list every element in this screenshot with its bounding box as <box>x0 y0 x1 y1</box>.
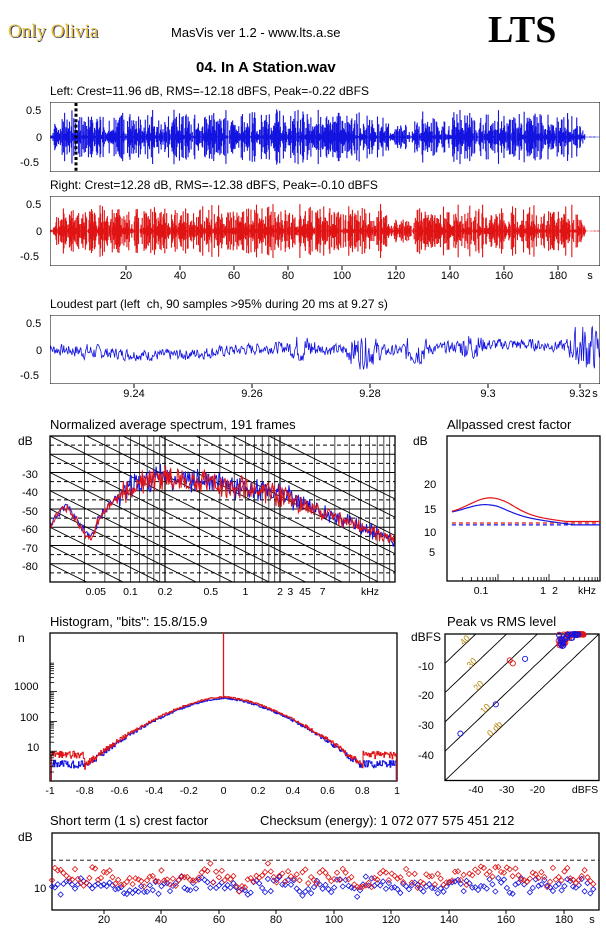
svg-text:-0.4: -0.4 <box>145 785 163 797</box>
svg-text:80: 80 <box>282 270 294 280</box>
svg-text:2: 2 <box>552 585 558 597</box>
svg-text:120: 120 <box>382 914 400 926</box>
svg-text:0.4: 0.4 <box>286 785 301 797</box>
svg-text:60: 60 <box>228 270 240 280</box>
svg-text:s: s <box>592 388 598 398</box>
svg-text:7: 7 <box>320 586 326 598</box>
svg-text:0.2: 0.2 <box>251 785 266 797</box>
svg-text:9.24: 9.24 <box>123 388 144 398</box>
svg-text:s: s <box>587 270 593 280</box>
svg-text:10: 10 <box>478 701 492 715</box>
svg-text:kHz: kHz <box>361 586 379 598</box>
svg-text:0 db: 0 db <box>485 719 504 738</box>
svg-text:-0.2: -0.2 <box>180 785 198 797</box>
svg-text:1: 1 <box>394 785 400 797</box>
svg-text:2: 2 <box>277 586 283 598</box>
svg-text:160: 160 <box>495 270 513 280</box>
svg-text:180: 180 <box>549 270 567 280</box>
svg-text:3: 3 <box>287 586 293 598</box>
svg-text:20: 20 <box>471 678 485 692</box>
svg-text:9.3: 9.3 <box>480 388 495 398</box>
svg-text:-1: -1 <box>45 785 54 797</box>
svg-text:-30: -30 <box>499 784 514 796</box>
svg-text:1: 1 <box>540 585 546 597</box>
svg-text:40: 40 <box>155 914 167 926</box>
svg-text:120: 120 <box>387 270 405 280</box>
svg-text:kHz: kHz <box>578 585 596 597</box>
svg-text:dBFS: dBFS <box>572 784 598 796</box>
svg-text:100: 100 <box>333 270 351 280</box>
svg-text:40: 40 <box>174 270 186 280</box>
svg-text:9.28: 9.28 <box>359 388 380 398</box>
svg-text:80: 80 <box>270 914 282 926</box>
svg-text:160: 160 <box>497 914 515 926</box>
svg-text:45: 45 <box>299 586 311 598</box>
svg-text:0.1: 0.1 <box>474 585 489 597</box>
svg-text:-20: -20 <box>530 784 545 796</box>
svg-text:140: 140 <box>440 914 458 926</box>
svg-text:180: 180 <box>555 914 573 926</box>
svg-text:-0.6: -0.6 <box>110 785 128 797</box>
svg-text:20: 20 <box>98 914 110 926</box>
svg-text:-0.8: -0.8 <box>76 785 94 797</box>
svg-text:0.1: 0.1 <box>123 586 138 598</box>
svg-text:0.6: 0.6 <box>320 785 335 797</box>
svg-text:60: 60 <box>213 914 225 926</box>
svg-text:0.2: 0.2 <box>158 586 173 598</box>
svg-text:0.8: 0.8 <box>355 785 370 797</box>
svg-text:1: 1 <box>242 586 248 598</box>
svg-text:20: 20 <box>120 270 132 280</box>
svg-text:0.05: 0.05 <box>86 586 107 598</box>
svg-text:9.32: 9.32 <box>569 388 590 398</box>
svg-text:0.5: 0.5 <box>203 586 218 598</box>
svg-text:-40: -40 <box>468 784 483 796</box>
svg-text:9.26: 9.26 <box>241 388 262 398</box>
svg-text:0: 0 <box>221 785 227 797</box>
svg-text:140: 140 <box>441 270 459 280</box>
svg-text:30: 30 <box>465 655 479 669</box>
svg-text:100: 100 <box>325 914 343 926</box>
svg-text:s: s <box>589 914 595 926</box>
svg-text:40: 40 <box>458 632 472 646</box>
